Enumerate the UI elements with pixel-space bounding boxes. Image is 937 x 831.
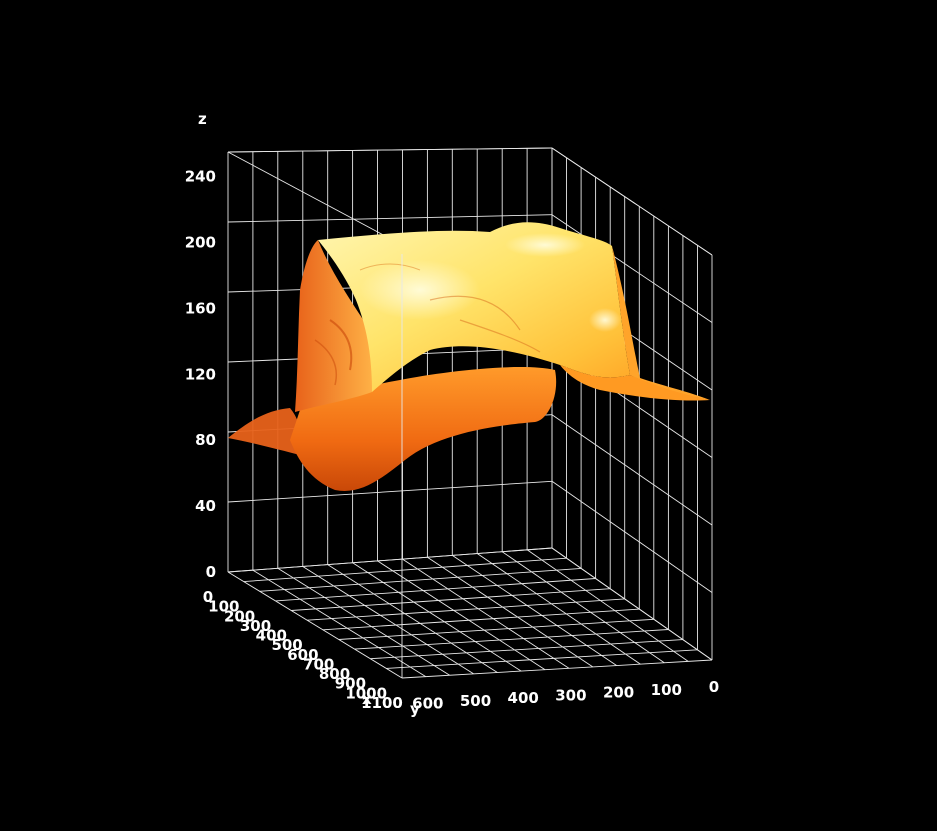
back-wall-gridline — [551, 414, 713, 526]
floor-gridline — [386, 649, 698, 669]
y-tick-label: 300 — [555, 686, 586, 704]
x-tick-label: 500 — [271, 636, 302, 654]
floor-gridline — [327, 564, 498, 673]
z-tick-label: 160 — [185, 300, 216, 318]
y-tick-label: 400 — [508, 689, 539, 707]
z-axis: 0 40 80 120 160 200 240 — [185, 168, 216, 581]
z-tick-label: 200 — [185, 234, 216, 252]
floor-gridline — [526, 549, 689, 662]
floor-gridline — [277, 567, 450, 676]
floor-gridline — [370, 639, 683, 660]
floor-gridline — [452, 555, 617, 666]
z-tick-label: 240 — [185, 168, 216, 186]
floor-gridline — [291, 588, 611, 611]
y-tick-label: 600 — [412, 695, 443, 713]
floor-grid — [227, 254, 713, 679]
floor-gridline — [307, 598, 625, 621]
z-axis-label: z — [198, 110, 207, 128]
floor-gridline — [427, 556, 594, 668]
x-tick-label: 700 — [303, 656, 334, 674]
floor-gridline — [252, 569, 427, 677]
floor-gridline — [377, 560, 546, 671]
floor-gridline — [551, 547, 713, 661]
x-tick-label: 1100 — [361, 694, 403, 712]
left-wall-gridline — [227, 214, 553, 223]
floor-gridline — [275, 578, 596, 602]
x-tick-label: 0 — [203, 588, 213, 606]
floor-gridline — [501, 551, 665, 664]
back-wall-gridline — [551, 214, 713, 323]
z-tick-label: 0 — [206, 563, 216, 581]
y-axis-label: y — [410, 700, 420, 718]
z-tick-label: 120 — [185, 365, 216, 383]
x-axis-label: x — [362, 690, 372, 708]
floor-gridline — [227, 547, 553, 573]
floor-gridline — [352, 562, 522, 672]
y-tick-label: 100 — [651, 681, 682, 699]
x-tick-label: 900 — [335, 675, 366, 693]
x-tick-label: 1000 — [345, 684, 387, 702]
floor-gridline — [354, 629, 669, 650]
x-tick-label: 800 — [319, 665, 350, 683]
x-tick-label: 600 — [287, 646, 318, 664]
z-tick-label: 40 — [195, 497, 216, 515]
floor-gridline — [302, 566, 474, 675]
box-edge — [227, 151, 405, 247]
floor-gridline — [476, 553, 641, 665]
x-tick-label: 100 — [208, 598, 239, 616]
back-wall-gridline — [551, 480, 713, 593]
box-edge — [227, 147, 553, 153]
floor-gridline — [401, 659, 713, 679]
left-wall-gridline — [227, 480, 553, 503]
x-tick-label: 400 — [256, 627, 287, 645]
x-tick-label: 300 — [240, 617, 271, 635]
floor-gridline — [322, 608, 640, 631]
z-tick-label: 80 — [195, 431, 216, 449]
surface-mesh — [228, 222, 710, 491]
floor-gridline — [259, 567, 582, 592]
floor-gridline — [243, 557, 567, 583]
y-tick-label: 500 — [460, 692, 491, 710]
y-tick-label: 0 — [709, 678, 719, 696]
x-tick-label: 200 — [224, 607, 255, 625]
floor-gridline — [402, 558, 570, 669]
floor-gridline — [338, 618, 654, 640]
floor-gridline — [227, 571, 403, 679]
box-edge — [551, 147, 713, 256]
y-tick-label: 200 — [603, 684, 634, 702]
y-axis: 600 500 400 300 200 100 0 — [412, 678, 719, 713]
